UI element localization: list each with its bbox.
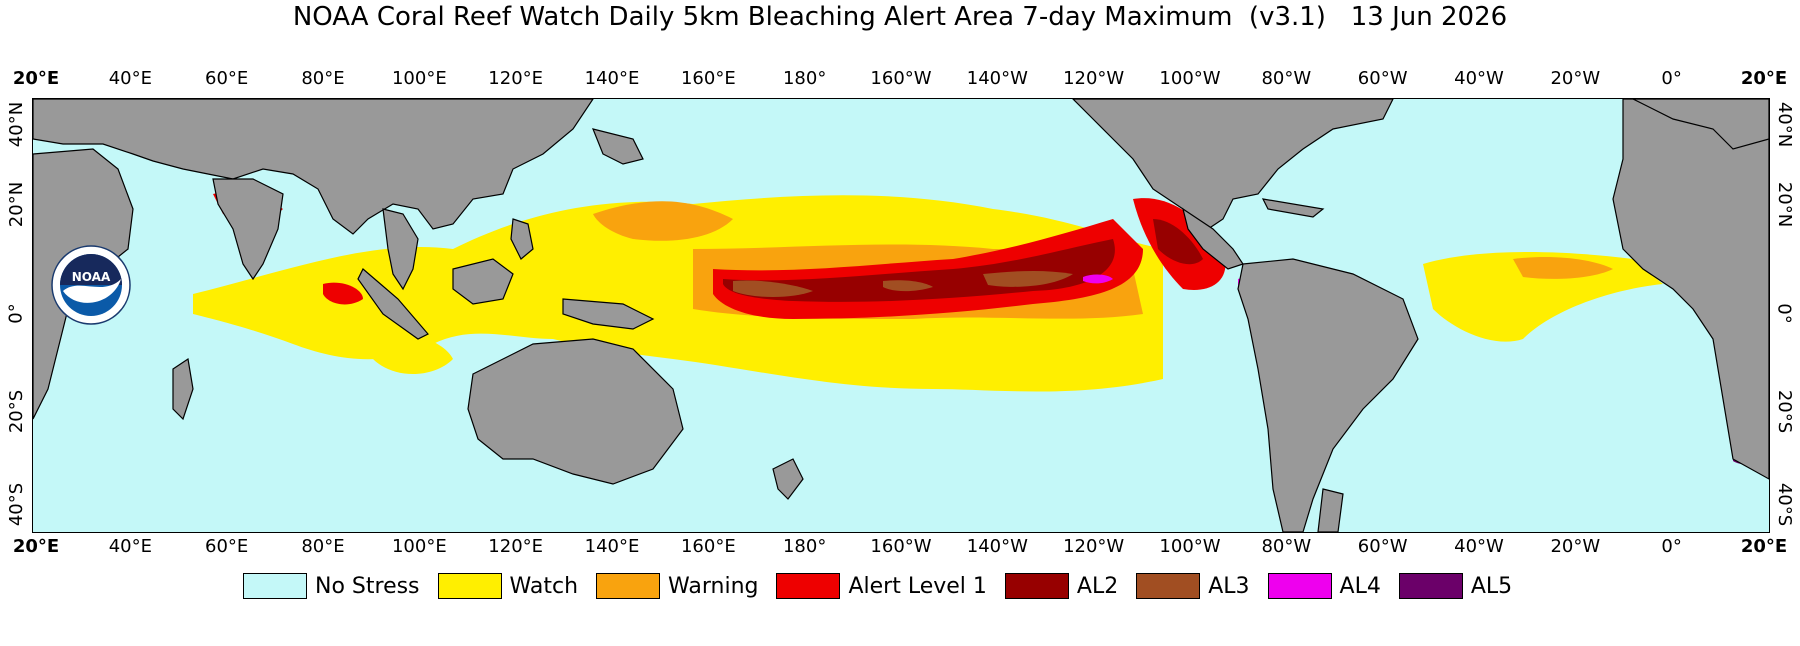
longitude-axis-top: 20°E 40°E 60°E 80°E 100°E 120°E 140°E 160°E 180°…	[0, 68, 1800, 90]
legend-swatch	[437, 573, 502, 599]
longitude-tick-label: 60°E	[205, 536, 249, 557]
latitude-tick-label: 20°N	[5, 181, 27, 228]
longitude-tick-label: 20°E	[12, 68, 60, 89]
legend-item: No Stress	[243, 573, 420, 599]
longitude-tick-label: 100°E	[391, 68, 447, 89]
watch-zones	[193, 195, 1663, 392]
longitude-tick-label: 140°W	[966, 536, 1028, 557]
longitude-tick-label: 120°E	[488, 536, 544, 557]
longitude-tick-label: 20°E	[1740, 68, 1788, 89]
longitude-tick-label: 20°W	[1550, 536, 1601, 557]
alert-level-3-zones	[733, 270, 1073, 297]
latitude-tick-label: 40°N	[1773, 101, 1795, 148]
legend-item: AL3	[1136, 573, 1250, 599]
legend-label: Watch	[509, 573, 579, 599]
legend-item: Warning	[596, 573, 758, 599]
latitude-tick-label: 40°S	[5, 482, 27, 527]
legend-label: AL2	[1076, 573, 1119, 599]
land-masses	[33, 99, 1769, 532]
legend-swatch	[1004, 573, 1069, 599]
longitude-tick-label: 80°E	[301, 536, 345, 557]
longitude-tick-label: 100°E	[391, 536, 447, 557]
legend-label: AL5	[1470, 573, 1513, 599]
longitude-tick-label: 120°W	[1063, 536, 1125, 557]
longitude-tick-label: 80°W	[1261, 68, 1312, 89]
map-title: NOAA Coral Reef Watch Daily 5km Bleachin…	[292, 2, 1508, 32]
longitude-tick-label: 80°E	[301, 68, 345, 89]
longitude-tick-label: 40°W	[1454, 68, 1504, 89]
longitude-tick-label: 20°W	[1550, 68, 1601, 89]
latitude-tick-label: 40°S	[1773, 482, 1795, 527]
longitude-tick-label: 160°E	[680, 68, 736, 89]
longitude-tick-label: 140°W	[966, 68, 1028, 89]
longitude-tick-label: 100°W	[1159, 536, 1221, 557]
latitude-tick-label: 20°N	[1773, 181, 1795, 228]
longitude-tick-label: 140°E	[584, 536, 640, 557]
longitude-tick-label: 60°W	[1357, 68, 1408, 89]
latitude-tick-label: 0°	[5, 303, 27, 324]
longitude-tick-label: 180°	[782, 536, 827, 557]
longitude-tick-label: 120°E	[488, 68, 544, 89]
longitude-tick-label: 60°E	[205, 68, 249, 89]
longitude-tick-label: 40°E	[108, 536, 152, 557]
legend-swatch	[243, 573, 307, 599]
map-svg	[33, 99, 1769, 532]
legend-label: AL4	[1339, 573, 1381, 599]
legend-item: Alert Level 1	[776, 573, 987, 599]
legend-item: AL5	[1398, 573, 1513, 599]
legend-swatch	[776, 573, 841, 599]
latitude-tick-label: 0°	[1773, 303, 1795, 324]
latitude-tick-label: 20°S	[5, 389, 27, 434]
longitude-tick-label: 80°W	[1261, 536, 1312, 557]
longitude-tick-label: 160°W	[870, 68, 932, 89]
longitude-tick-label: 0°	[1661, 536, 1682, 557]
longitude-tick-label: 0°	[1661, 68, 1682, 89]
longitude-tick-label: 100°W	[1159, 68, 1221, 89]
longitude-tick-label: 160°E	[680, 536, 736, 557]
longitude-axis-bottom: 20°E 40°E 60°E 80°E 100°E 120°E 140°E 160°E 180°…	[0, 536, 1800, 558]
legend-item: Watch	[437, 573, 579, 599]
longitude-tick-label: 60°W	[1357, 536, 1408, 557]
legend-swatch	[1136, 573, 1201, 599]
legend-label: Alert Level 1	[848, 573, 987, 599]
longitude-tick-label: 160°W	[870, 536, 932, 557]
latitude-tick-label: 40°N	[5, 101, 27, 148]
noaa-logo: NOAA	[51, 245, 131, 325]
legend-item: AL4	[1267, 573, 1381, 599]
legend-swatch	[1267, 573, 1332, 599]
svg-text:NOAA: NOAA	[72, 270, 111, 284]
longitude-tick-label: 40°E	[108, 68, 152, 89]
legend-item: AL2	[1004, 573, 1119, 599]
longitude-tick-label: 20°E	[1740, 536, 1788, 557]
longitude-tick-label: 140°E	[584, 68, 640, 89]
latitude-tick-label: 20°S	[1773, 389, 1795, 434]
longitude-tick-label: 120°W	[1063, 68, 1125, 89]
legend-label: Warning	[668, 573, 759, 599]
longitude-tick-label: 180°	[782, 68, 827, 89]
longitude-tick-label: 20°E	[12, 536, 60, 557]
legend-swatch	[1398, 573, 1463, 599]
legend: No Stress Watch Warning Alert Level 1 AL2 AL3…	[243, 570, 1530, 602]
legend-label: No Stress	[315, 573, 420, 599]
longitude-tick-label: 40°W	[1454, 536, 1504, 557]
legend-label: AL3	[1208, 573, 1250, 599]
legend-swatch	[596, 573, 661, 599]
bleaching-alert-map: NOAA	[32, 98, 1770, 533]
